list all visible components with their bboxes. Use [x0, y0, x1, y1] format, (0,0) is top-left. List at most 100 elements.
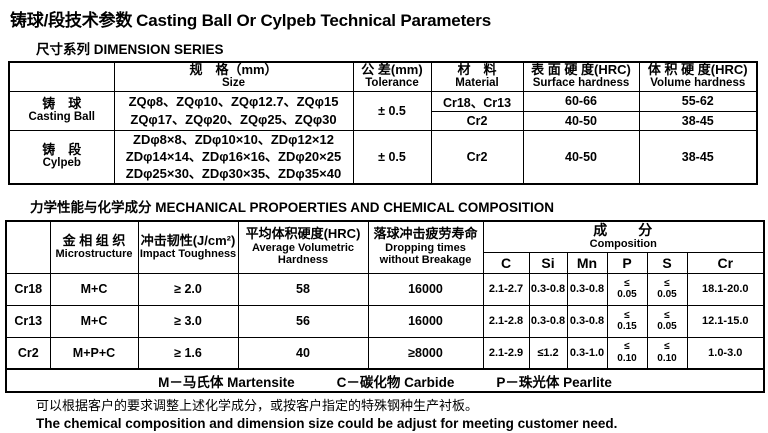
- p-sign: ≤: [624, 341, 630, 353]
- s-sign: ≤: [664, 277, 670, 289]
- impact-cell: ≥ 2.0: [137, 272, 239, 306]
- casting-ball-surface-cell-1: 60-66: [522, 90, 640, 112]
- legend-carbide: C－碳化物 Carbide: [336, 374, 455, 390]
- element-header-cr: Cr: [686, 251, 765, 274]
- cylpeb-row: 铸 段 Cylpeb ZDφ8×8、ZDφ10×10、ZDφ12×12 ZDφ1…: [8, 129, 758, 185]
- casting-ball-size-line1: ZQφ8、ZQφ10、ZQφ12.7、ZQφ15: [128, 94, 339, 110]
- cr-cell: 18.1-20.0: [686, 272, 765, 306]
- tolerance-header-en: Tolerance: [365, 77, 419, 90]
- cr-cell: 12.1-15.0: [686, 304, 765, 338]
- avg-hardness-header-cell: 平均体积硬度(HRC) Average Volumetric Hardness: [237, 220, 369, 274]
- dropping-cell: 16000: [367, 304, 484, 338]
- cylpeb-material-cell: Cr2: [430, 129, 524, 185]
- mechanical-table: 金 相 组 织 Microstructure 冲击韧性(J/cm²) Impac…: [5, 220, 766, 394]
- legend-martensite: M－马氏体 Martensite: [158, 374, 295, 390]
- surface-hardness-header-zh: 表 面 硬 度(HRC): [531, 62, 631, 77]
- grade-row-cr13: Cr13 M+C ≥ 3.0 56 16000 2.1-2.8 0.3-0.8 …: [5, 304, 765, 338]
- legend-cell: M－马氏体 Martensite C－碳化物 Carbide P－珠光体 Pea…: [5, 368, 765, 393]
- size-header-en: Size: [221, 77, 245, 90]
- casting-ball-material-cell-2: Cr2: [430, 110, 524, 131]
- cylpeb-size-line1: ZDφ8×8、ZDφ10×10、ZDφ12×12: [133, 132, 334, 148]
- cylpeb-label-cell: 铸 段 Cylpeb: [8, 129, 115, 185]
- element-header-s: S: [646, 251, 688, 274]
- s-value: 0.05: [657, 321, 677, 333]
- grade-cell: Cr2: [5, 336, 51, 370]
- surface-hardness-header-en: Surface hardness: [532, 77, 630, 90]
- mechanical-heading-en: MECHANICAL PROPOERTIES AND CHEMICAL COMP…: [155, 200, 555, 216]
- cr-cell: 1.0-3.0: [686, 336, 765, 370]
- mn-cell: 0.3-0.8: [566, 272, 608, 306]
- dimension-heading-zh: 尺寸系列: [36, 42, 90, 57]
- cylpeb-size-cell: ZDφ8×8、ZDφ10×10、ZDφ12×12 ZDφ14×14、ZDφ16×…: [113, 129, 354, 185]
- footnotes: 可以根据客户的要求调整上述化学成分，或按客户指定的特殊钢种生产衬板。 The c…: [36, 398, 768, 433]
- p-value: 0.10: [617, 352, 637, 364]
- cylpeb-size-line2: ZDφ14×14、ZDφ16×16、ZDφ20×25: [125, 149, 342, 165]
- casting-ball-surface-cell-2: 40-50: [522, 110, 640, 131]
- material-header-cell: 材 料 Material: [430, 61, 524, 92]
- mn-cell: 0.3-0.8: [566, 304, 608, 338]
- si-cell: 0.3-0.8: [528, 304, 568, 338]
- hardness-cell: 40: [237, 336, 369, 370]
- dimension-header-row: 规 格（mm） Size 公 差(mm) Tolerance 材 料 Mater…: [8, 61, 758, 92]
- c-cell: 2.1-2.8: [482, 304, 530, 338]
- volume-hardness-header-en: Volume hardness: [650, 77, 746, 90]
- impact-toughness-header-cell: 冲击韧性(J/cm²) Impact Toughness: [137, 220, 239, 274]
- tolerance-header-cell: 公 差(mm) Tolerance: [352, 61, 432, 92]
- casting-ball-material-cell-1: Cr18、Cr13: [430, 90, 524, 112]
- si-cell: 0.3-0.8: [528, 272, 568, 306]
- tolerance-header-zh: 公 差(mm): [361, 62, 423, 77]
- dropping-times-header-zh: 落球冲击疲劳寿命: [373, 226, 478, 242]
- casting-ball-volume-cell-2: 38-45: [638, 110, 758, 131]
- dimension-heading-en: DIMENSION SERIES: [93, 42, 224, 57]
- dropping-times-header-en1: Dropping times: [385, 241, 466, 254]
- s-value: 0.10: [657, 352, 677, 364]
- grade-cell: Cr18: [5, 272, 51, 306]
- casting-ball-label-en: Casting Ball: [28, 111, 95, 124]
- hardness-cell: 56: [237, 304, 369, 338]
- s-cell: ≤ 0.05: [646, 272, 688, 306]
- dropping-cell: ≥8000: [367, 336, 484, 370]
- dropping-times-header-cell: 落球冲击疲劳寿命 Dropping times without Breakage: [367, 220, 484, 274]
- grade-row-cr18: Cr18 M+C ≥ 2.0 58 16000 2.1-2.7 0.3-0.8 …: [5, 272, 765, 306]
- page-title-zh: 铸球/段技术参数: [10, 11, 133, 30]
- composition-header-cell: 成 分 Composition: [482, 220, 765, 253]
- footnote-en: The chemical composition and dimension s…: [36, 415, 618, 431]
- p-cell: ≤ 0.10: [606, 336, 648, 370]
- p-cell: ≤ 0.15: [606, 304, 648, 338]
- volume-hardness-header-cell: 体 积 硬 度(HRC) Volume hardness: [638, 61, 758, 92]
- legend-row: M－马氏体 Martensite C－碳化物 Carbide P－珠光体 Pea…: [5, 368, 765, 393]
- cylpeb-volume-cell: 38-45: [638, 129, 758, 185]
- impact-cell: ≥ 1.6: [137, 336, 239, 370]
- s-sign: ≤: [664, 341, 670, 353]
- p-cell: ≤ 0.05: [606, 272, 648, 306]
- c-cell: 2.1-2.9: [482, 336, 530, 370]
- size-header-cell: 规 格（mm） Size: [113, 61, 354, 92]
- page-title: 铸球/段技术参数 Casting Ball Or Cylpeb Technical…: [10, 6, 768, 31]
- s-sign: ≤: [664, 309, 670, 321]
- s-value: 0.05: [657, 289, 677, 301]
- microstructure-cell: M+P+C: [49, 336, 139, 370]
- casting-ball-label-cell: 铸 球 Casting Ball: [8, 90, 115, 131]
- casting-ball-row: 铸 球 Casting Ball ZQφ8、ZQφ10、ZQφ12.7、ZQφ1…: [8, 90, 758, 131]
- element-header-p: P: [606, 251, 648, 274]
- surface-hardness-header-cell: 表 面 硬 度(HRC) Surface hardness: [522, 61, 640, 92]
- volume-hardness-header-zh: 体 积 硬 度(HRC): [647, 62, 748, 77]
- mechanical-header-row: 金 相 组 织 Microstructure 冲击韧性(J/cm²) Impac…: [5, 220, 765, 274]
- s-cell: ≤ 0.10: [646, 336, 688, 370]
- grade-row-cr2: Cr2 M+P+C ≥ 1.6 40 ≥8000 2.1-2.9 ≤1.2 0.…: [5, 336, 765, 370]
- p-sign: ≤: [624, 309, 630, 321]
- element-header-c: C: [482, 251, 530, 274]
- document-page: 铸球/段技术参数 Casting Ball Or Cylpeb Technical…: [0, 6, 768, 433]
- s-cell: ≤ 0.05: [646, 304, 688, 338]
- element-header-mn: Mn: [566, 251, 608, 274]
- si-cell: ≤1.2: [528, 336, 568, 370]
- casting-ball-size-cell: ZQφ8、ZQφ10、ZQφ12.7、ZQφ15 ZQφ17、ZQφ20、ZQφ…: [113, 90, 354, 131]
- casting-ball-label-zh: 铸 球: [42, 95, 82, 111]
- microstructure-header-cell: 金 相 组 织 Microstructure: [49, 220, 139, 274]
- mn-cell: 0.3-1.0: [566, 336, 608, 370]
- composition-header-zh: 成 分: [593, 221, 654, 238]
- cylpeb-tolerance-cell: ± 0.5: [352, 129, 432, 185]
- impact-toughness-header-zh: 冲击韧性(J/cm²): [140, 232, 236, 248]
- cylpeb-surface-cell: 40-50: [522, 129, 640, 185]
- casting-ball-tolerance-cell: ± 0.5: [352, 90, 432, 131]
